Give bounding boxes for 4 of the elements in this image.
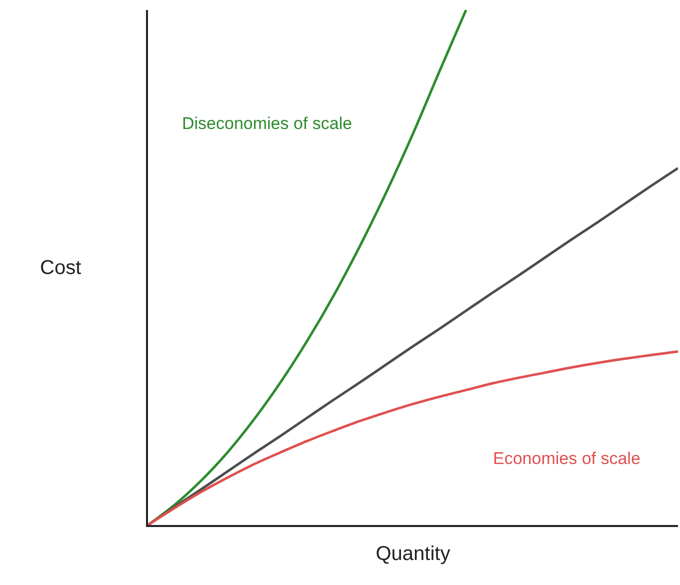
x-axis-title: Quantity xyxy=(376,543,450,565)
text: Diseconomies of scale xyxy=(182,114,352,133)
y-axis-title: Cost xyxy=(40,257,82,279)
text: Economies of scale xyxy=(493,449,640,468)
